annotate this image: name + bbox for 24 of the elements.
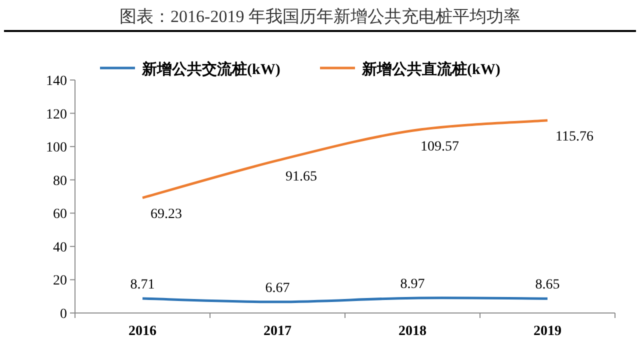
y-tick-label: 40 bbox=[53, 240, 67, 256]
x-tick-label: 2018 bbox=[398, 324, 426, 339]
y-tick-label: 20 bbox=[53, 274, 67, 289]
data-label: 8.65 bbox=[535, 278, 560, 293]
x-tick-label: 2017 bbox=[264, 324, 292, 339]
line-series bbox=[141, 119, 549, 200]
legend-label: 新增公共直流桩(kW) bbox=[361, 60, 500, 78]
data-label: 91.65 bbox=[286, 169, 317, 184]
data-label: 6.67 bbox=[265, 280, 290, 296]
data-label: 109.57 bbox=[420, 140, 459, 155]
chart-title: 图表：2016-2019 年我国历年新增公共充电桩平均功率 bbox=[120, 7, 520, 26]
y-tick-label: 140 bbox=[46, 74, 67, 89]
x-tick-label: 2016 bbox=[128, 324, 156, 339]
data-label: 115.76 bbox=[556, 129, 594, 144]
y-tick-label: 100 bbox=[46, 140, 67, 156]
y-tick-label: 120 bbox=[46, 107, 67, 122]
data-label: 8.71 bbox=[130, 278, 155, 293]
x-tick-label: 2019 bbox=[534, 324, 562, 339]
data-label: 8.97 bbox=[400, 277, 425, 292]
y-tick-label: 60 bbox=[53, 207, 67, 222]
y-tick-label: 80 bbox=[53, 174, 67, 189]
legend-label: 新增公共交流桩(kW) bbox=[141, 60, 280, 78]
y-tick-label: 0 bbox=[60, 307, 67, 322]
data-label: 69.23 bbox=[150, 206, 182, 222]
